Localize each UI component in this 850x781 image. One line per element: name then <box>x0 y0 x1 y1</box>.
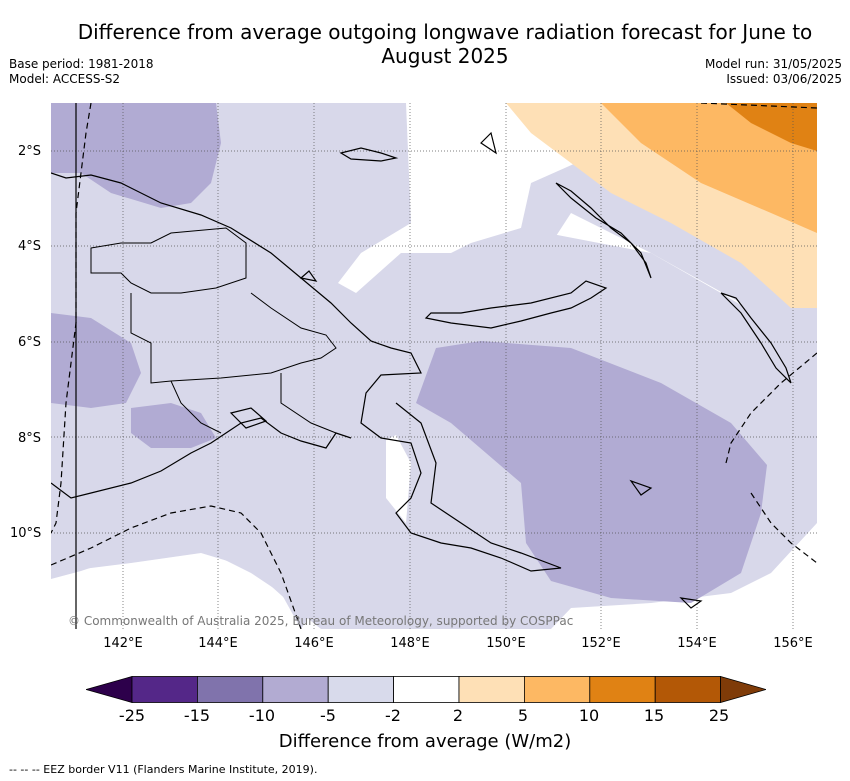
anomaly-band-minus10-solomon-sea <box>416 341 767 603</box>
base-period: Base period: 1981-2018 <box>9 57 154 71</box>
colorbar-tick-label: -10 <box>248 706 276 725</box>
lon-label-144e: 144°E <box>198 636 238 651</box>
lon-label-156e: 156°E <box>773 636 813 651</box>
colorbar-tick-label: 15 <box>643 706 665 725</box>
map-title: Difference from average outgoing longwav… <box>77 20 813 68</box>
graticule <box>51 103 817 629</box>
lon-label-142e: 142°E <box>103 636 143 651</box>
colorbar-cell <box>458 676 525 703</box>
colorbar-tick-label: 25 <box>708 706 730 725</box>
colorbar-cell <box>589 676 656 703</box>
colorbar-cell <box>131 676 198 703</box>
colorbar-tick-label: 2 <box>452 706 464 725</box>
copyright-notice: © Commonwealth of Australia 2025, Bureau… <box>68 614 574 628</box>
lat-label-4s: 4°S <box>18 239 42 254</box>
model-name: Model: ACCESS-S2 <box>9 72 121 86</box>
lat-label-8s: 8°S <box>18 431 42 446</box>
colorbar-cell <box>393 676 460 703</box>
colorbar-tick-label: 10 <box>578 706 600 725</box>
anomaly-band-minus10-gulf <box>131 403 216 448</box>
anomaly-band-plus10 <box>726 103 817 151</box>
anomaly-band-minus10-nw <box>51 103 221 208</box>
colorbar-title: Difference from average (W/m2) <box>278 731 572 752</box>
lon-label-150e: 150°E <box>486 636 526 651</box>
model-run: Model run: 31/05/2025 <box>704 57 842 71</box>
meta-right: Model run: 31/05/2025 Issued: 03/06/2025 <box>705 57 842 87</box>
neutral-zone-north <box>338 103 621 293</box>
neutral-patch-png <box>386 435 411 523</box>
colorbar-tick-label: -25 <box>118 706 146 725</box>
colorbar-cell <box>262 676 329 703</box>
lat-label-6s: 6°S <box>18 335 42 350</box>
colorbar-cells <box>86 676 766 703</box>
anomaly-band-plus5 <box>601 103 817 233</box>
colorbar-extension-high <box>720 676 766 703</box>
colorbar-tick-label: -5 <box>320 706 336 725</box>
lat-label-10s: 10°S <box>10 526 42 541</box>
colorbar-tick-label: 5 <box>517 706 529 725</box>
coastlines <box>51 103 792 629</box>
eez-footnote: -- -- -- EEZ border V11 (Flanders Marine… <box>9 763 318 776</box>
colorbar-extension-low <box>86 676 133 703</box>
colorbar-tick-label: -15 <box>183 706 211 725</box>
lon-label-152e: 152°E <box>581 636 621 651</box>
colorbar-cell <box>654 676 722 703</box>
colorbar-cell <box>197 676 264 703</box>
colorbar-tick-label: -2 <box>385 706 401 725</box>
colorbar-cell <box>327 676 394 703</box>
lon-label-148e: 148°E <box>390 636 430 651</box>
lat-label-2s: 2°S <box>18 144 42 159</box>
colorbar-cell <box>523 676 591 703</box>
colorbar <box>86 676 766 703</box>
lon-label-154e: 154°E <box>677 636 717 651</box>
anomaly-band-minus10-west <box>51 313 141 408</box>
meta-left: Base period: 1981-2018 Model: ACCESS-S2 <box>9 57 154 87</box>
map-panel <box>51 103 817 629</box>
issued-date: Issued: 03/06/2025 <box>726 72 842 86</box>
eez-borders <box>51 103 817 629</box>
map-canvas <box>51 103 817 629</box>
provincial-borders <box>90 227 337 434</box>
lon-label-146e: 146°E <box>294 636 334 651</box>
